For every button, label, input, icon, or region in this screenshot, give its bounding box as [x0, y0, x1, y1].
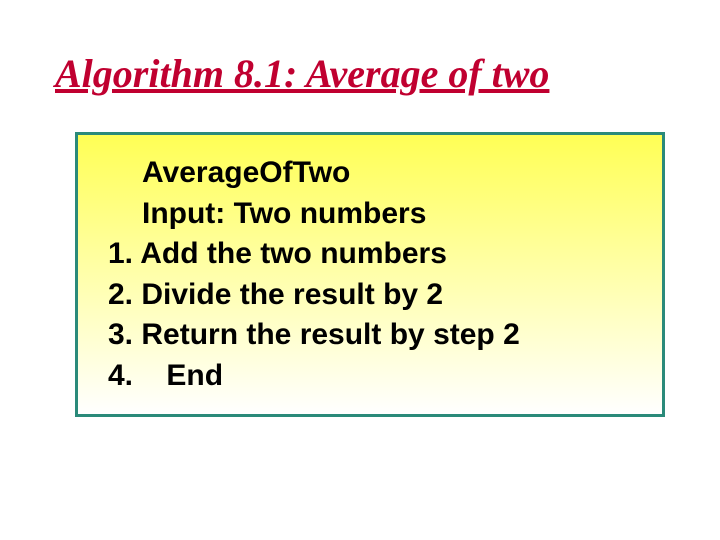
algorithm-line: 3. Return the result by step 2 [108, 315, 652, 356]
algorithm-line: 2. Divide the result by 2 [108, 275, 652, 316]
slide: Algorithm 8.1: Average of two AverageOfT… [0, 0, 720, 540]
algorithm-box: AverageOfTwo Input: Two numbers 1. Add t… [75, 132, 665, 417]
algorithm-line: 4. End [108, 356, 652, 397]
algorithm-line: Input: Two numbers [108, 194, 652, 235]
slide-title: Algorithm 8.1: Average of two [55, 50, 720, 97]
algorithm-line: 1. Add the two numbers [108, 234, 652, 275]
algorithm-line: AverageOfTwo [108, 153, 652, 194]
